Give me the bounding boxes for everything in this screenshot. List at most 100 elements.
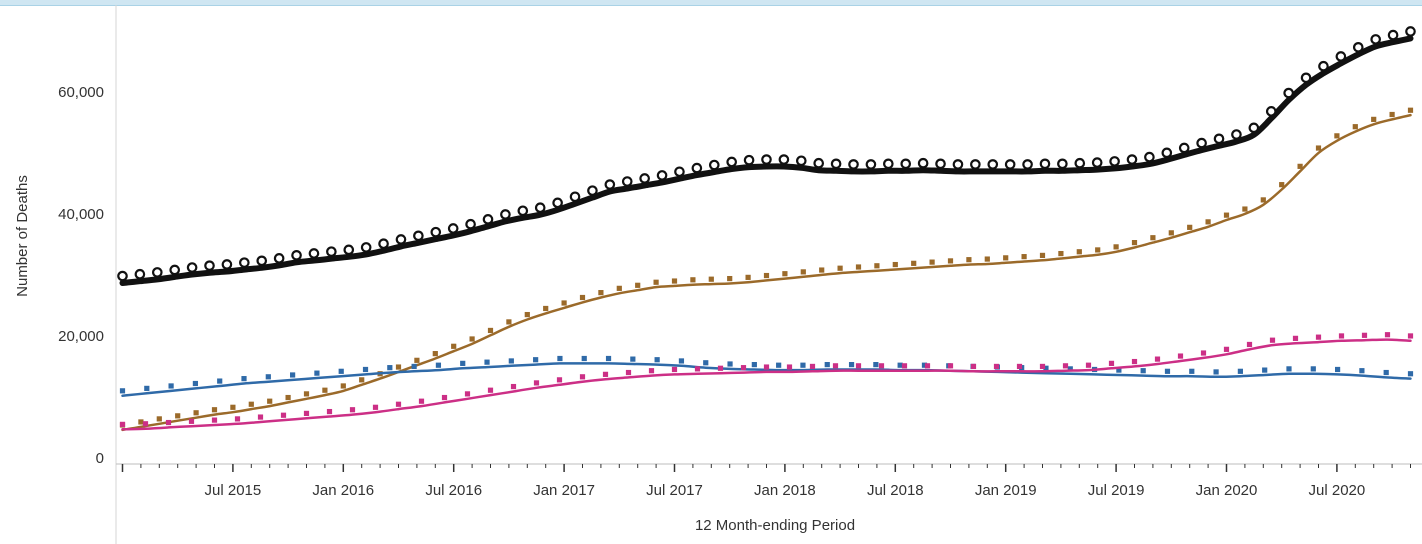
data-point: [678, 358, 685, 364]
data-point: [1335, 51, 1347, 62]
data-point: [1315, 334, 1322, 340]
data-point: [469, 336, 475, 342]
series-0: [117, 26, 1416, 286]
data-point: [602, 371, 609, 377]
data-point: [451, 343, 457, 349]
data-point: [142, 421, 149, 427]
data-point: [900, 158, 912, 170]
data-point: [1242, 206, 1248, 212]
data-point: [1095, 247, 1101, 253]
data-point: [901, 363, 908, 369]
data-point: [694, 366, 701, 372]
data-point: [500, 209, 511, 220]
data-point: [314, 370, 320, 376]
data-point: [265, 374, 271, 380]
data-point: [1269, 337, 1276, 343]
data-point: [855, 363, 862, 369]
data-point: [993, 363, 1000, 370]
data-point: [413, 230, 424, 242]
data-point: [482, 214, 494, 225]
data-point: [290, 372, 296, 378]
data-point: [534, 202, 546, 214]
data-point: [635, 282, 641, 288]
data-point: [395, 401, 402, 407]
data-point: [1126, 154, 1138, 165]
data-point: [625, 369, 632, 376]
data-point: [648, 368, 655, 374]
y-axis-title: Number of Deaths: [14, 175, 31, 297]
data-point: [605, 355, 612, 362]
x-tick-label: Jul 2018: [867, 482, 924, 499]
data-point: [418, 398, 425, 404]
data-point: [656, 170, 668, 181]
data-point: [743, 154, 755, 166]
data-point: [763, 364, 770, 370]
data-point: [897, 362, 903, 368]
data-point: [778, 154, 790, 165]
data-point: [1292, 335, 1299, 341]
data-point: [1338, 333, 1345, 339]
series-line: [119, 35, 1414, 286]
data-point: [134, 268, 146, 280]
data-point: [1352, 41, 1364, 53]
x-tick-label: Jul 2015: [205, 482, 262, 499]
x-tick-label: Jul 2016: [425, 482, 482, 499]
data-point: [144, 385, 150, 391]
data-point: [192, 380, 199, 387]
data-point: [360, 242, 372, 253]
x-tick-label: Jan 2020: [1196, 482, 1258, 499]
data-point: [1310, 366, 1316, 372]
data-point: [273, 253, 285, 264]
data-point: [188, 418, 195, 424]
data-point: [556, 377, 563, 383]
series-line: [121, 113, 1412, 432]
data-point: [1213, 133, 1225, 145]
data-point: [727, 275, 733, 282]
data-point: [892, 261, 898, 268]
data-point: [1387, 29, 1399, 41]
data-point: [761, 154, 772, 165]
data-point: [776, 362, 782, 368]
data-point: [119, 388, 126, 394]
data-point: [343, 244, 355, 256]
data-point: [1076, 249, 1082, 255]
data-point: [430, 226, 442, 238]
data-point: [751, 362, 757, 368]
data-point: [1361, 332, 1368, 338]
data-point: [855, 264, 862, 270]
data-point: [267, 398, 273, 404]
data-point: [929, 259, 935, 265]
data-point: [411, 363, 417, 370]
data-point: [1407, 371, 1414, 377]
data-point: [947, 258, 954, 264]
data-point: [579, 374, 586, 380]
data-point: [1246, 341, 1253, 348]
data-point: [1108, 360, 1115, 366]
data-point: [911, 260, 917, 266]
data-point: [1318, 60, 1329, 72]
series-3: [119, 332, 1414, 431]
data-point: [1161, 147, 1173, 159]
data-point: [1334, 366, 1341, 373]
data-point: [561, 300, 567, 306]
y-axis-ticks: 0 20,000 40,000 60,000: [58, 84, 104, 467]
data-point: [1039, 252, 1046, 259]
data-point: [372, 404, 379, 410]
data-point: [1300, 72, 1312, 84]
data-point: [703, 360, 709, 366]
data-point: [1058, 250, 1064, 257]
data-point: [1260, 197, 1266, 203]
data-point: [579, 294, 586, 301]
data-point: [285, 394, 291, 401]
data-point: [1003, 255, 1009, 261]
data-point: [598, 290, 604, 296]
x-tick-label: Jan 2019: [975, 482, 1037, 499]
data-point: [211, 407, 218, 413]
data-point: [874, 263, 880, 269]
data-point: [1178, 142, 1190, 154]
data-point: [303, 410, 310, 416]
data-point: [616, 285, 622, 291]
series-1: [119, 107, 1414, 432]
series-line: [121, 338, 1412, 431]
data-point: [1039, 158, 1051, 170]
